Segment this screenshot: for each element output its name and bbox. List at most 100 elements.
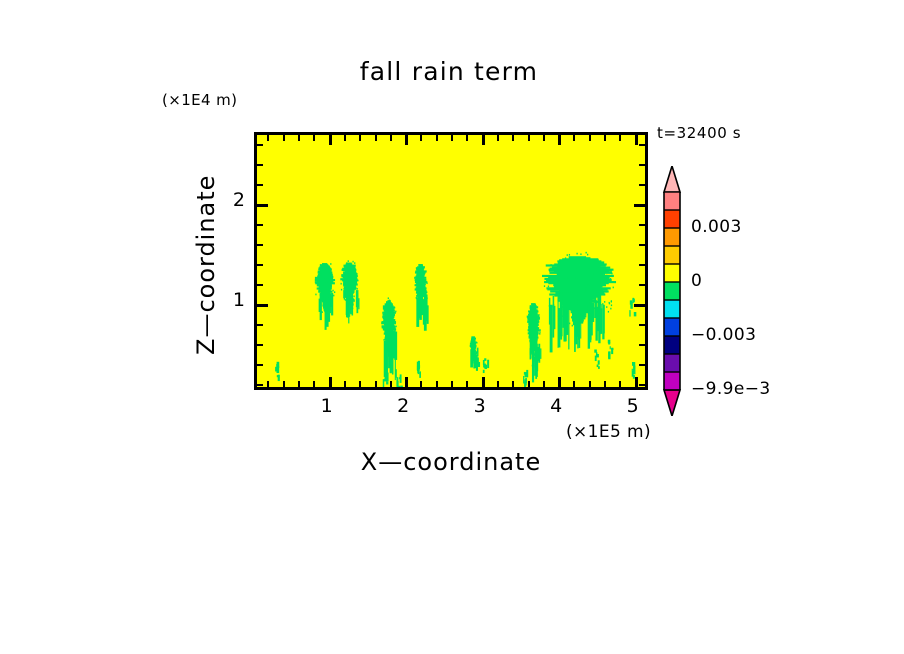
x-tick-top	[466, 135, 469, 141]
x-tick-top	[267, 135, 270, 141]
x-tick-top	[282, 135, 285, 141]
y-tick-left	[257, 304, 268, 307]
x-tick-top	[573, 135, 576, 141]
contour-region	[340, 260, 360, 324]
x-axis-title: X—coordinate	[360, 448, 542, 476]
y-tick-left	[257, 284, 263, 286]
x-tick-bottom	[343, 381, 346, 387]
y-tick-left	[257, 144, 263, 146]
x-tick-bottom	[558, 377, 562, 387]
x-tick-bottom	[619, 381, 622, 387]
x-tick-top	[558, 135, 562, 145]
x-tick-bottom	[542, 381, 545, 387]
y-tick-left	[257, 184, 263, 186]
y-tick-right	[639, 164, 645, 166]
contour-region	[541, 251, 617, 353]
x-tick-top	[496, 135, 499, 141]
x-tick-top	[405, 135, 409, 145]
y-tick-left	[257, 164, 263, 166]
colorbar-band	[664, 300, 680, 319]
colorbar-band	[664, 318, 680, 337]
plot-area[interactable]	[254, 132, 648, 390]
y-tick-right	[639, 264, 645, 266]
x-axis-unit-label: (×1E5 m)	[566, 422, 652, 442]
x-tick-top	[389, 135, 392, 141]
contour-wisps	[275, 297, 637, 387]
x-tick-top	[298, 135, 301, 141]
y-tick-left	[257, 224, 263, 226]
x-tick-label: 3	[473, 395, 486, 417]
colorbar-tick-label: −9.9e−3	[691, 379, 771, 399]
y-tick-label: 2	[232, 189, 245, 211]
colorbar-bands	[662, 166, 682, 416]
x-tick-bottom	[389, 381, 392, 387]
x-tick-bottom	[451, 381, 454, 387]
x-tick-label: 2	[397, 395, 410, 417]
x-tick-top	[451, 135, 454, 141]
x-tick-bottom	[374, 381, 377, 387]
x-tick-bottom	[298, 381, 301, 387]
y-tick-right	[639, 324, 645, 326]
x-tick-bottom	[420, 381, 423, 387]
colorbar-band	[664, 228, 680, 247]
x-tick-bottom	[604, 381, 607, 387]
colorbar-band	[664, 192, 680, 211]
y-axis-title: Z—coordinate	[192, 174, 220, 356]
x-tick-top	[527, 135, 530, 141]
y-tick-right	[639, 364, 645, 366]
colorbar-band	[664, 210, 680, 229]
x-tick-label: 5	[626, 395, 639, 417]
contour-region	[381, 297, 398, 381]
y-tick-right	[639, 284, 645, 286]
x-tick-top	[343, 135, 346, 141]
x-tick-bottom	[435, 381, 438, 387]
x-tick-bottom	[481, 377, 485, 387]
x-tick-bottom	[328, 377, 332, 387]
y-tick-right	[639, 244, 645, 246]
x-tick-top	[588, 135, 591, 141]
colorbar[interactable]	[662, 166, 682, 416]
x-tick-top	[481, 135, 485, 145]
colorbar-tick-label: −0.003	[691, 325, 757, 345]
colorbar-band	[664, 336, 680, 355]
x-tick-bottom	[634, 377, 638, 387]
y-tick-right	[639, 184, 645, 186]
y-tick-right	[639, 144, 645, 146]
x-tick-bottom	[466, 381, 469, 387]
x-tick-top	[313, 135, 316, 141]
y-tick-right	[639, 224, 645, 226]
y-tick-left	[257, 204, 268, 207]
y-tick-left	[257, 244, 263, 246]
x-tick-top	[604, 135, 607, 141]
x-tick-top	[435, 135, 438, 141]
colorbar-arrow-bottom	[662, 389, 682, 416]
y-tick-right	[634, 204, 645, 207]
y-tick-left	[257, 324, 263, 326]
contour-region	[414, 264, 429, 331]
x-tick-bottom	[282, 381, 285, 387]
x-tick-bottom	[496, 381, 499, 387]
colorbar-arrow-top	[662, 166, 682, 193]
y-tick-left	[257, 364, 263, 366]
y-tick-label: 1	[232, 289, 245, 311]
x-tick-bottom	[359, 381, 362, 387]
colorbar-band	[664, 264, 680, 283]
y-tick-right	[634, 304, 645, 307]
colorbar-tick-label: 0	[691, 271, 703, 291]
contour-region	[314, 263, 336, 330]
y-tick-left	[257, 264, 263, 266]
x-tick-bottom	[573, 381, 576, 387]
x-tick-bottom	[588, 381, 591, 387]
y-tick-left	[257, 344, 263, 346]
contour-region	[526, 303, 542, 383]
x-tick-top	[542, 135, 545, 141]
x-tick-bottom	[267, 381, 270, 387]
page-title: fall rain term	[359, 57, 539, 86]
x-tick-bottom	[527, 381, 530, 387]
colorbar-band	[664, 372, 680, 391]
x-tick-top	[359, 135, 362, 141]
colorbar-band	[664, 246, 680, 265]
x-tick-bottom	[512, 381, 515, 387]
y-tick-right	[639, 384, 645, 386]
colorbar-band	[664, 282, 680, 301]
